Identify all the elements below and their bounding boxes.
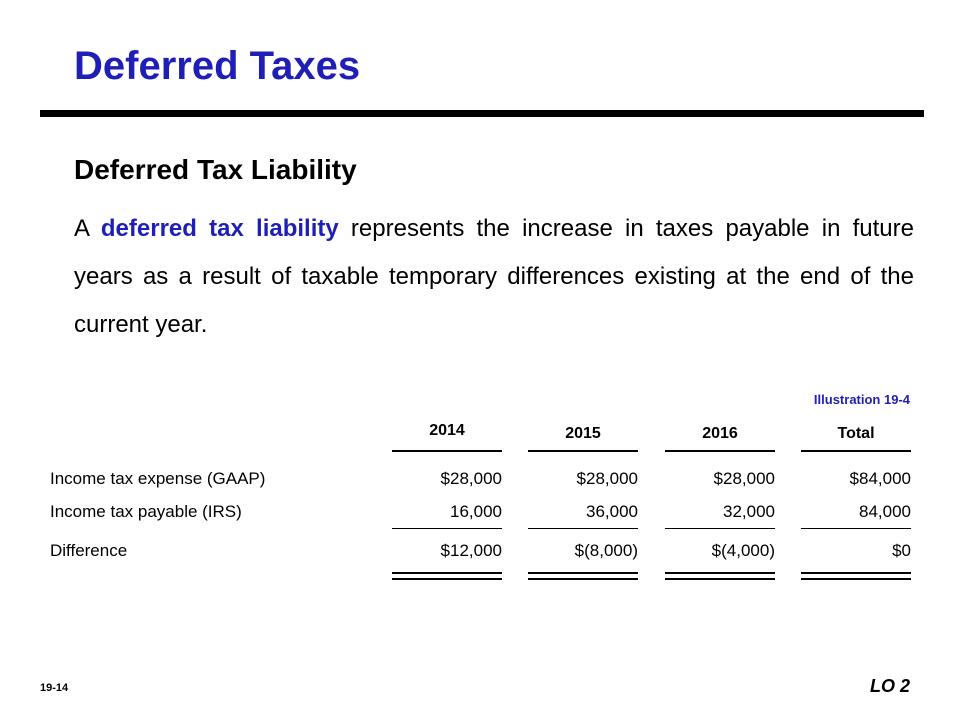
table-cell: 32,000	[723, 502, 775, 521]
table-cell: $0	[892, 541, 911, 560]
illustration-label: Illustration 19-4	[813, 392, 910, 407]
subtotal-rule	[665, 528, 775, 529]
learning-objective-label: LO 2	[869, 676, 910, 696]
highlighted-term: deferred tax liability	[100, 215, 339, 242]
column-header-2016: 2016	[702, 425, 738, 442]
double-underline	[392, 572, 502, 580]
row-label-payable: Income tax payable (IRS)	[50, 502, 242, 521]
table-cell: 36,000	[586, 502, 638, 521]
header-underline	[528, 450, 638, 452]
column-header-2015: 2015	[565, 425, 601, 442]
double-underline	[801, 572, 911, 580]
column-header-2014: 2014	[429, 422, 465, 439]
table-cell: 16,000	[450, 502, 502, 521]
header-underline	[801, 450, 911, 452]
double-underline	[665, 572, 775, 580]
page-title: Deferred Taxes	[74, 44, 361, 88]
column-header-total: Total	[837, 425, 875, 442]
header-underline	[665, 450, 775, 452]
double-underline	[528, 572, 638, 580]
table-cell: $84,000	[849, 469, 911, 488]
section-heading: Deferred Tax Liability	[74, 154, 357, 185]
row-label-expense: Income tax expense (GAAP)	[50, 469, 266, 488]
table-cell: $12,000	[440, 541, 502, 560]
page-number: 19-14	[40, 682, 69, 694]
paragraph-lead: A	[74, 215, 101, 242]
table-cell: $(4,000)	[711, 541, 775, 560]
definition-paragraph: A deferred tax liability represents the …	[74, 205, 914, 349]
paragraph-rest: represents the increase in taxes payable…	[74, 215, 914, 338]
table-cell: $28,000	[440, 469, 502, 488]
subtotal-rule	[392, 528, 502, 529]
table-cell: 84,000	[859, 502, 911, 521]
table-cell: $28,000	[713, 469, 775, 488]
header-underline	[392, 450, 502, 452]
table-cell: $28,000	[576, 469, 638, 488]
subtotal-rule	[801, 528, 911, 529]
table-cell: $(8,000)	[574, 541, 638, 560]
row-label-difference: Difference	[50, 541, 128, 560]
title-divider	[40, 110, 924, 117]
subtotal-rule	[528, 528, 638, 529]
